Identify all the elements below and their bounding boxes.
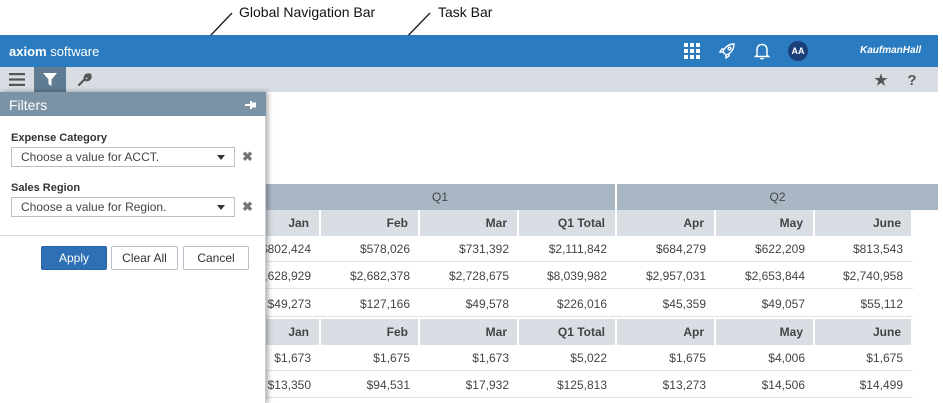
- table-cell: $5,022: [519, 345, 617, 371]
- table-cell: $2,653,844: [716, 263, 815, 289]
- column-header: June: [815, 210, 913, 236]
- column-header: Q1 Total: [519, 210, 617, 236]
- table-cell: $2,682,378: [321, 263, 420, 289]
- group-header-q1: Q1: [265, 184, 617, 210]
- table-cell: $8,039,982: [519, 263, 617, 289]
- table-cell: 2,628,929: [258, 263, 321, 289]
- group-header-q2: Q2: [617, 184, 938, 210]
- table-cell: $13,273: [617, 372, 716, 398]
- table-cell: $1,673: [265, 345, 321, 371]
- sales-region-select[interactable]: Choose a value for Region.: [11, 197, 235, 217]
- table-cell: $1,675: [617, 345, 716, 371]
- filter-icon[interactable]: [34, 67, 66, 92]
- column-header: Mar: [420, 319, 519, 345]
- column-header: Apr: [617, 210, 716, 236]
- table-cell: $226,016: [519, 291, 617, 317]
- column-header: May: [716, 319, 815, 345]
- task-bar-callout-label: Task Bar: [438, 4, 493, 20]
- column-header: Q1 Total: [519, 319, 617, 345]
- table-cell: $813,543: [815, 236, 913, 262]
- table-cell: $622,209: [716, 236, 815, 262]
- table-cell: $2,957,031: [617, 263, 716, 289]
- brand-name: axiom: [9, 44, 47, 59]
- column-header: June: [815, 319, 913, 345]
- clear-region-icon[interactable]: ✖: [242, 199, 253, 214]
- expense-category-select[interactable]: Choose a value for ACCT.: [11, 147, 235, 167]
- star-icon[interactable]: ★: [874, 72, 888, 89]
- brand-logo[interactable]: axiom software: [9, 44, 99, 59]
- table-cell: $17,932: [420, 372, 519, 398]
- filters-title: Filters: [9, 97, 48, 113]
- clear-all-button[interactable]: Clear All: [111, 246, 178, 270]
- table-cell: $684,279: [617, 236, 716, 262]
- kaufmanhall-logo: KaufmanHall: [860, 45, 922, 56]
- user-avatar[interactable]: AA: [788, 41, 808, 61]
- column-header: Feb: [321, 210, 420, 236]
- apps-grid-icon[interactable]: [682, 41, 702, 61]
- help-icon[interactable]: ?: [907, 71, 917, 89]
- clear-expense-icon[interactable]: ✖: [242, 149, 253, 164]
- table-cell: $2,740,958: [815, 263, 913, 289]
- sales-region-placeholder: Choose a value for Region.: [21, 200, 167, 214]
- cancel-button[interactable]: Cancel: [183, 246, 249, 270]
- table-cell: $4,006: [716, 345, 815, 371]
- filters-panel: Filters Expense Category Choose a value …: [0, 92, 266, 403]
- expense-category-placeholder: Choose a value for ACCT.: [21, 150, 160, 164]
- divider: [0, 235, 266, 236]
- column-header: Mar: [420, 210, 519, 236]
- table-cell: $125,813: [519, 372, 617, 398]
- table-cell: $2,728,675: [420, 263, 519, 289]
- table-cell: $49,273: [265, 291, 321, 317]
- column-header: Feb: [321, 319, 420, 345]
- table-cell: $49,057: [716, 291, 815, 317]
- hamburger-menu-icon[interactable]: [1, 67, 33, 92]
- column-header: Jan: [265, 319, 321, 345]
- table-cell: $55,112: [815, 291, 913, 317]
- table-cell: $802,424: [261, 236, 321, 262]
- chevron-down-icon: [217, 205, 225, 210]
- table-cell: $14,506: [716, 372, 815, 398]
- rocket-icon[interactable]: [717, 41, 737, 61]
- table-cell: $14,499: [815, 372, 913, 398]
- task-bar: ★ ?: [0, 67, 938, 92]
- table-cell: $1,675: [815, 345, 913, 371]
- expense-category-label: Expense Category: [11, 132, 107, 144]
- table-cell: $13,350: [265, 372, 321, 398]
- apply-button[interactable]: Apply: [41, 246, 107, 270]
- brand-suffix: software: [50, 44, 100, 59]
- global-navigation-bar: axiom software AA KaufmanHall: [0, 35, 938, 67]
- table-cell: $45,359: [617, 291, 716, 317]
- column-header: May: [716, 210, 815, 236]
- sales-region-label: Sales Region: [11, 182, 81, 194]
- column-header: Jan: [265, 210, 321, 236]
- table-cell: $731,392: [420, 236, 519, 262]
- global-nav-callout-label: Global Navigation Bar: [239, 4, 376, 20]
- table-cell: $94,531: [321, 372, 420, 398]
- table-cell: $1,673: [420, 345, 519, 371]
- table-cell: $49,578: [420, 291, 519, 317]
- wrench-icon[interactable]: [68, 67, 100, 92]
- filters-panel-header: Filters: [0, 92, 266, 116]
- pin-icon[interactable]: [245, 98, 257, 110]
- column-header: Apr: [617, 319, 716, 345]
- chevron-down-icon: [217, 155, 225, 160]
- table-cell: $578,026: [321, 236, 420, 262]
- table-cell: $2,111,842: [519, 236, 617, 262]
- bell-icon[interactable]: [752, 41, 772, 61]
- table-cell: $1,675: [321, 345, 420, 371]
- table-cell: $127,166: [321, 291, 420, 317]
